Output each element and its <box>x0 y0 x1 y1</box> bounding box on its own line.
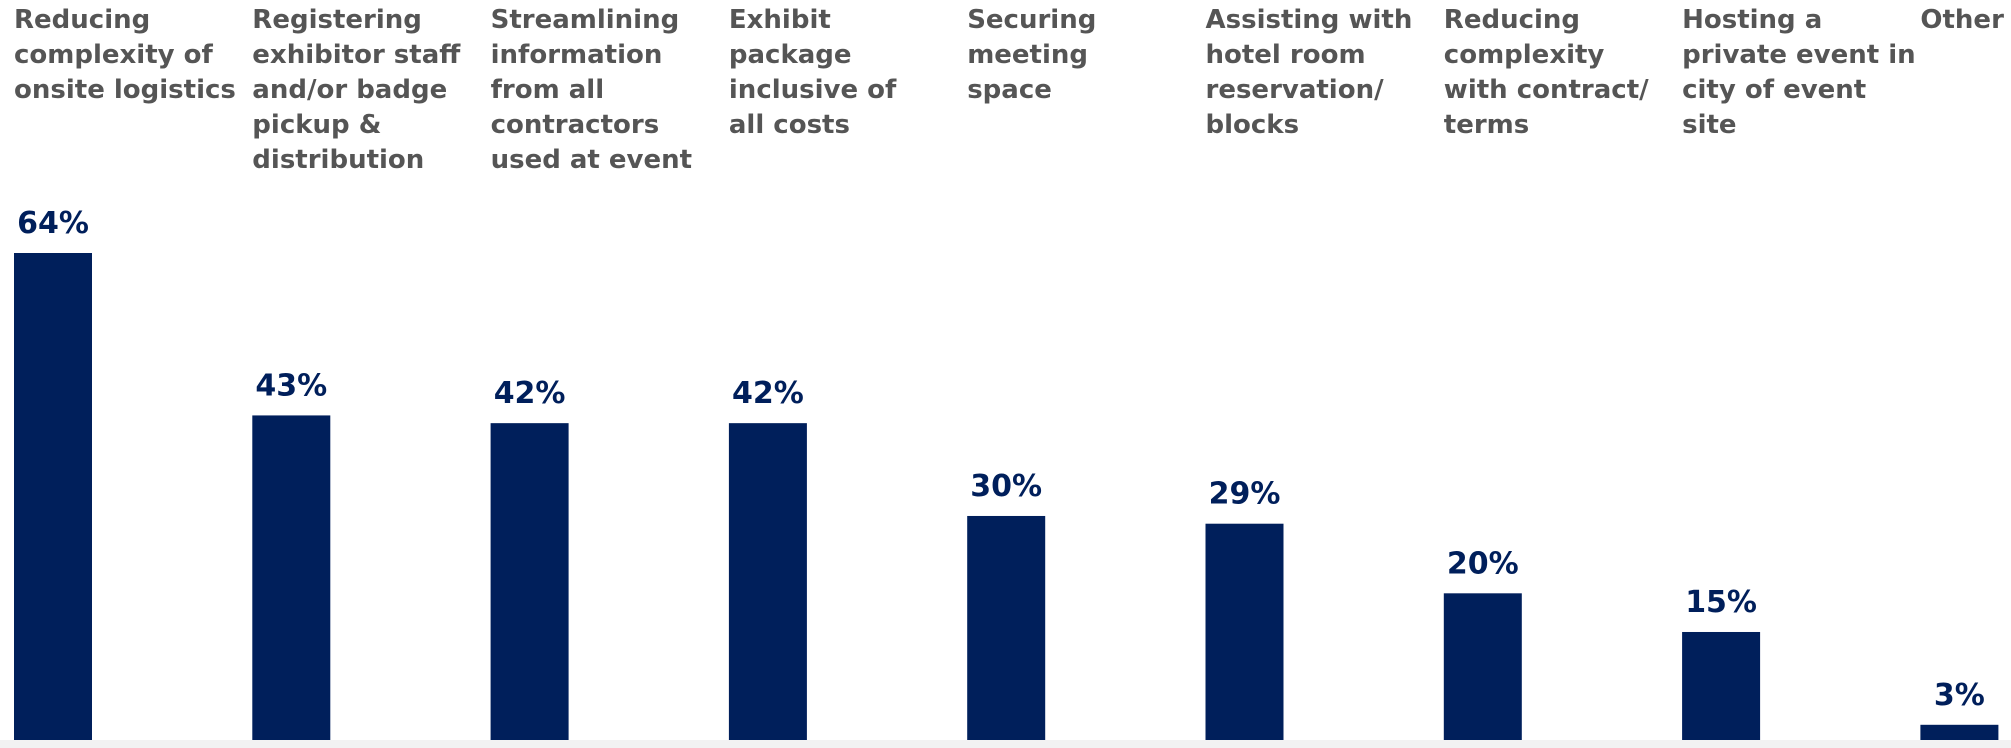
category-label-line: Assisting with <box>1206 5 1413 35</box>
category-label-line: inclusive of <box>729 75 897 105</box>
value-label: 30% <box>970 469 1042 504</box>
category-label-line: complexity of <box>14 40 213 70</box>
bar <box>729 423 807 748</box>
category-label-line: Hosting a <box>1682 5 1822 35</box>
bar <box>252 415 330 748</box>
category-label-line: terms <box>1444 110 1529 140</box>
value-label: 3% <box>1934 678 1985 713</box>
bar <box>1206 524 1284 748</box>
category-label-line: distribution <box>252 145 424 175</box>
category-label: Other <box>1920 5 2004 35</box>
value-label: 64% <box>17 206 89 241</box>
category-label-line: with contract/ <box>1444 75 1649 105</box>
category-label-line: exhibitor staff <box>252 40 461 70</box>
category-label-line: contractors <box>491 110 660 140</box>
category-label-line: used at event <box>491 145 692 175</box>
value-label: 42% <box>494 376 566 411</box>
category-label-line: meeting <box>967 40 1088 70</box>
category-label-line: blocks <box>1206 110 1300 140</box>
category-label-line: Reducing <box>14 5 150 35</box>
category-label-line: information <box>491 40 663 70</box>
category-label-line: package <box>729 40 852 70</box>
category-label-line: onsite logistics <box>14 75 236 105</box>
value-label: 20% <box>1447 546 1519 581</box>
category-label-line: pickup & <box>252 110 381 140</box>
value-label: 15% <box>1685 585 1757 620</box>
category-label-line: from all <box>491 75 605 105</box>
category-label-line: site <box>1682 110 1736 140</box>
category-label-line: city of event <box>1682 75 1866 105</box>
category-label-line: reservation/ <box>1206 75 1385 105</box>
category-label-line: Registering <box>252 5 422 35</box>
value-label: 43% <box>255 368 327 403</box>
bar <box>1682 632 1760 748</box>
category-label-line: space <box>967 75 1052 105</box>
bar <box>967 516 1045 748</box>
category-label-line: complexity <box>1444 40 1605 70</box>
category-label-line: Streamlining <box>491 5 680 35</box>
bar <box>491 423 569 748</box>
bar <box>14 253 92 748</box>
category-label-line: Reducing <box>1444 5 1580 35</box>
category-label-line: Other <box>1920 5 2004 35</box>
category-label-line: private event in <box>1682 40 1916 70</box>
bar <box>1444 593 1522 748</box>
value-label: 29% <box>1209 477 1281 512</box>
bottom-fade <box>0 740 2011 748</box>
category-label-line: Exhibit <box>729 5 831 35</box>
category-label-line: all costs <box>729 110 850 140</box>
category-label-line: Securing <box>967 5 1096 35</box>
value-label: 42% <box>732 376 804 411</box>
category-label-line: hotel room <box>1206 40 1366 70</box>
category-label-line: and/or badge <box>252 75 447 105</box>
